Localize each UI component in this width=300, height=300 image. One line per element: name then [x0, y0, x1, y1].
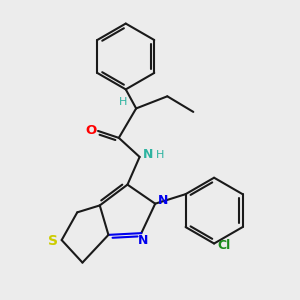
Text: H: H: [156, 150, 165, 160]
Text: O: O: [85, 124, 97, 137]
Text: H: H: [119, 97, 127, 106]
Text: Cl: Cl: [217, 239, 230, 252]
Text: N: N: [142, 148, 153, 161]
Text: N: N: [158, 194, 168, 207]
Text: N: N: [138, 234, 148, 247]
Text: S: S: [48, 234, 59, 248]
